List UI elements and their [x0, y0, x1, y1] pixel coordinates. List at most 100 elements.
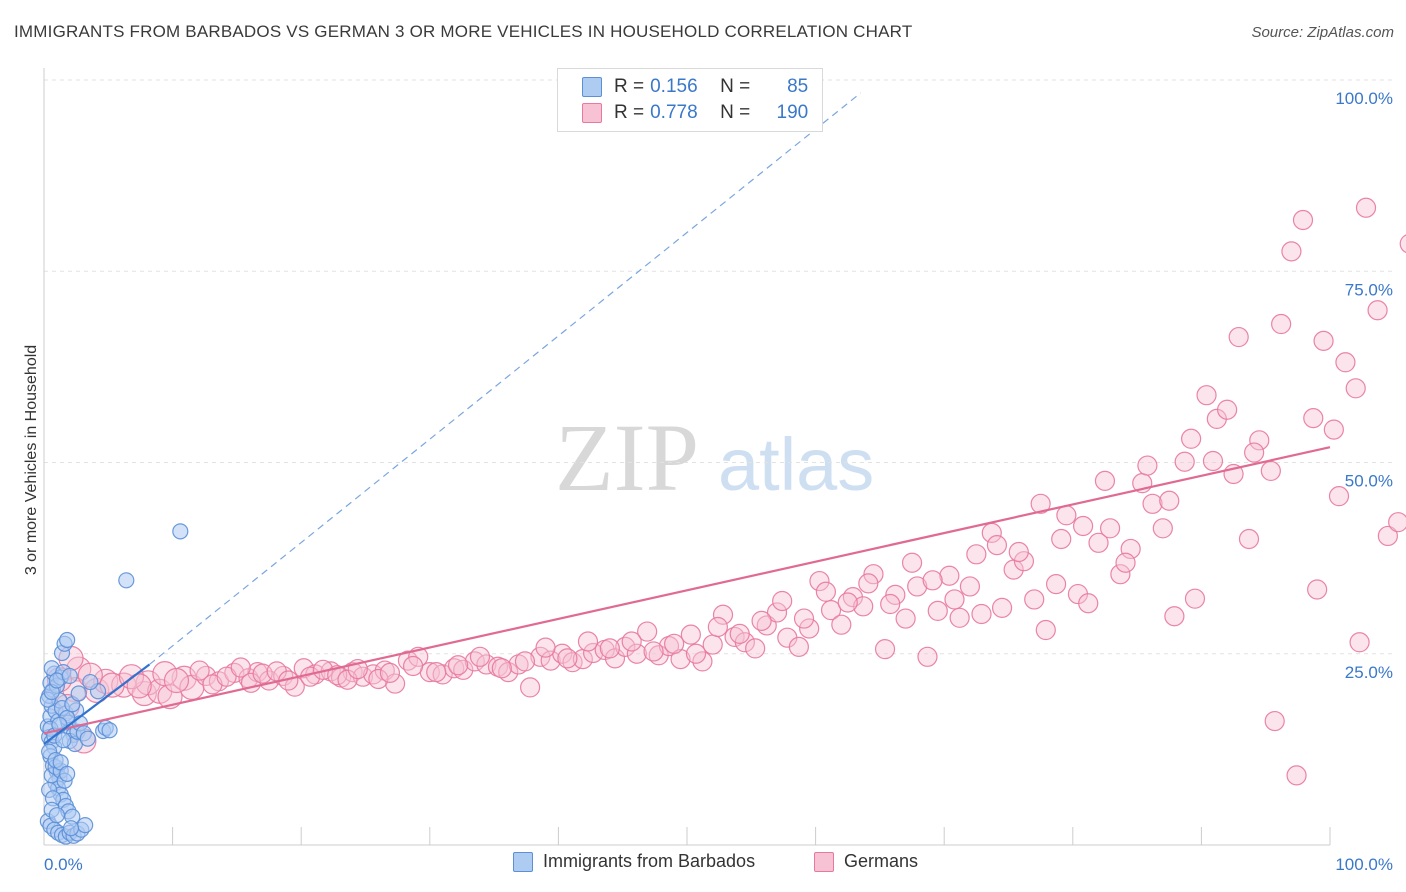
germans-point-96: [1110, 564, 1131, 585]
germans-point-176: [1030, 493, 1051, 514]
germans-point-51: [626, 643, 647, 664]
germans-point-180: [1115, 552, 1136, 573]
germans-point-135: [230, 657, 251, 678]
barbados-point-69: [55, 732, 72, 749]
germans-point-47: [583, 642, 604, 664]
germans-point-107: [1228, 326, 1249, 348]
barbados-point-73: [59, 765, 76, 782]
germans-point-113: [1292, 209, 1314, 231]
watermark-atlas: atlas: [718, 423, 874, 506]
bottom-legend-germans: Germans: [814, 851, 918, 872]
germans-point-114: [1303, 408, 1324, 429]
germans-point-178: [1072, 515, 1094, 537]
germans-point-120: [1367, 300, 1388, 321]
barbados-trend-line: [43, 663, 151, 745]
germans-point-134: [216, 666, 237, 687]
germans-point-145: [368, 668, 389, 690]
x-tick-label-max: 100.0%: [1335, 855, 1393, 874]
germans-point-110: [1260, 460, 1281, 482]
legend-r-value: 0.156: [650, 76, 698, 97]
germans-point-151: [491, 658, 512, 679]
germans-point-188: [1286, 765, 1307, 786]
germans-point-147: [402, 655, 424, 677]
germans-point-73: [863, 564, 884, 585]
germans-point-153: [535, 637, 556, 658]
germans-point-146: [379, 662, 401, 683]
barbados-trend-extension: [149, 92, 861, 665]
germans-point-158: [643, 641, 664, 662]
germans-point-74: [874, 639, 896, 660]
germans-point-81: [949, 607, 970, 628]
legend-n-label: N =: [720, 76, 751, 97]
germans-point-69: [820, 600, 842, 621]
germans-point-174: [986, 535, 1008, 556]
germans-point-148: [426, 662, 447, 683]
germans-point-94: [1088, 532, 1109, 553]
germans-point-58: [702, 634, 723, 655]
germans-point-172: [944, 589, 965, 610]
germans-point-90: [1045, 574, 1067, 595]
barbados-point-76: [62, 820, 80, 837]
germans-point-85: [991, 597, 1013, 618]
legend-r-label: R =: [614, 102, 645, 123]
germans-point-49: [604, 648, 626, 669]
germans-point-152: [514, 651, 536, 672]
germans-point-115: [1313, 330, 1334, 351]
germans-point-132: [189, 660, 210, 681]
germans-point-70: [831, 614, 852, 635]
germans-trend-line: [43, 446, 1331, 735]
stats-legend: R = 0.156 N = 85 R = 0.778 N = 190: [557, 68, 823, 132]
legend-n-value: 190: [776, 102, 809, 123]
germans-point-54: [658, 635, 680, 657]
germans-point-102: [1174, 451, 1195, 472]
germans-point-42: [530, 646, 551, 667]
germans-point-104: [1196, 385, 1217, 406]
germans-point-103: [1184, 588, 1206, 609]
germans-point-121: [1377, 525, 1398, 547]
germans-point-66: [788, 636, 809, 657]
germans-point-161: [707, 616, 728, 638]
source-credit: Source: ZipAtlas.com: [1251, 24, 1394, 41]
germans-point-108: [1238, 528, 1260, 550]
germans-point-155: [577, 631, 599, 652]
germans-point-160: [685, 643, 707, 664]
germans-point-187: [1264, 710, 1285, 732]
barbados-point-75: [48, 807, 65, 824]
germans-point-109: [1249, 430, 1270, 451]
bottom-legend-label-barbados: Immigrants from Barbados: [543, 851, 756, 871]
germans-point-157: [621, 631, 642, 652]
germans-point-116: [1323, 419, 1344, 440]
germans-point-93: [1078, 593, 1099, 614]
germans-point-156: [599, 638, 620, 659]
bottom-legend-swatch-germans: [814, 851, 834, 872]
germans-point-72: [853, 596, 874, 617]
germans-point-41: [520, 677, 541, 698]
barbados-point-58: [79, 730, 96, 747]
germans-point-169: [880, 593, 901, 615]
germans-point-78: [917, 646, 938, 667]
germans-point-89: [1035, 619, 1056, 641]
germans-point-52: [637, 621, 658, 642]
germans-point-143: [337, 669, 358, 690]
germans-point-75: [885, 584, 906, 605]
legend-r-value: 0.778: [650, 102, 698, 123]
barbados-point-48: [77, 817, 94, 834]
germans-point-79: [927, 600, 948, 622]
germans-point-182: [1159, 490, 1180, 511]
germans-point-99: [1142, 493, 1163, 514]
germans-point-67: [799, 618, 820, 639]
y-tick-label: 75.0%: [1345, 280, 1393, 299]
germans-point-123: [1399, 234, 1406, 254]
germans-point-83: [971, 603, 992, 625]
germans-point-170: [901, 552, 923, 573]
germans-point-117: [1335, 352, 1356, 373]
barbados-point-84: [61, 667, 78, 685]
germans-point-80: [939, 565, 960, 586]
germans-point-76: [895, 608, 916, 629]
y-axis-label: 3 or more Vehicles in Household: [23, 344, 40, 576]
y-tick-label: 25.0%: [1345, 663, 1393, 682]
y-tick-label: 50.0%: [1345, 472, 1393, 491]
legend-n-label: N =: [720, 102, 751, 123]
barbados-point-65: [70, 685, 87, 702]
